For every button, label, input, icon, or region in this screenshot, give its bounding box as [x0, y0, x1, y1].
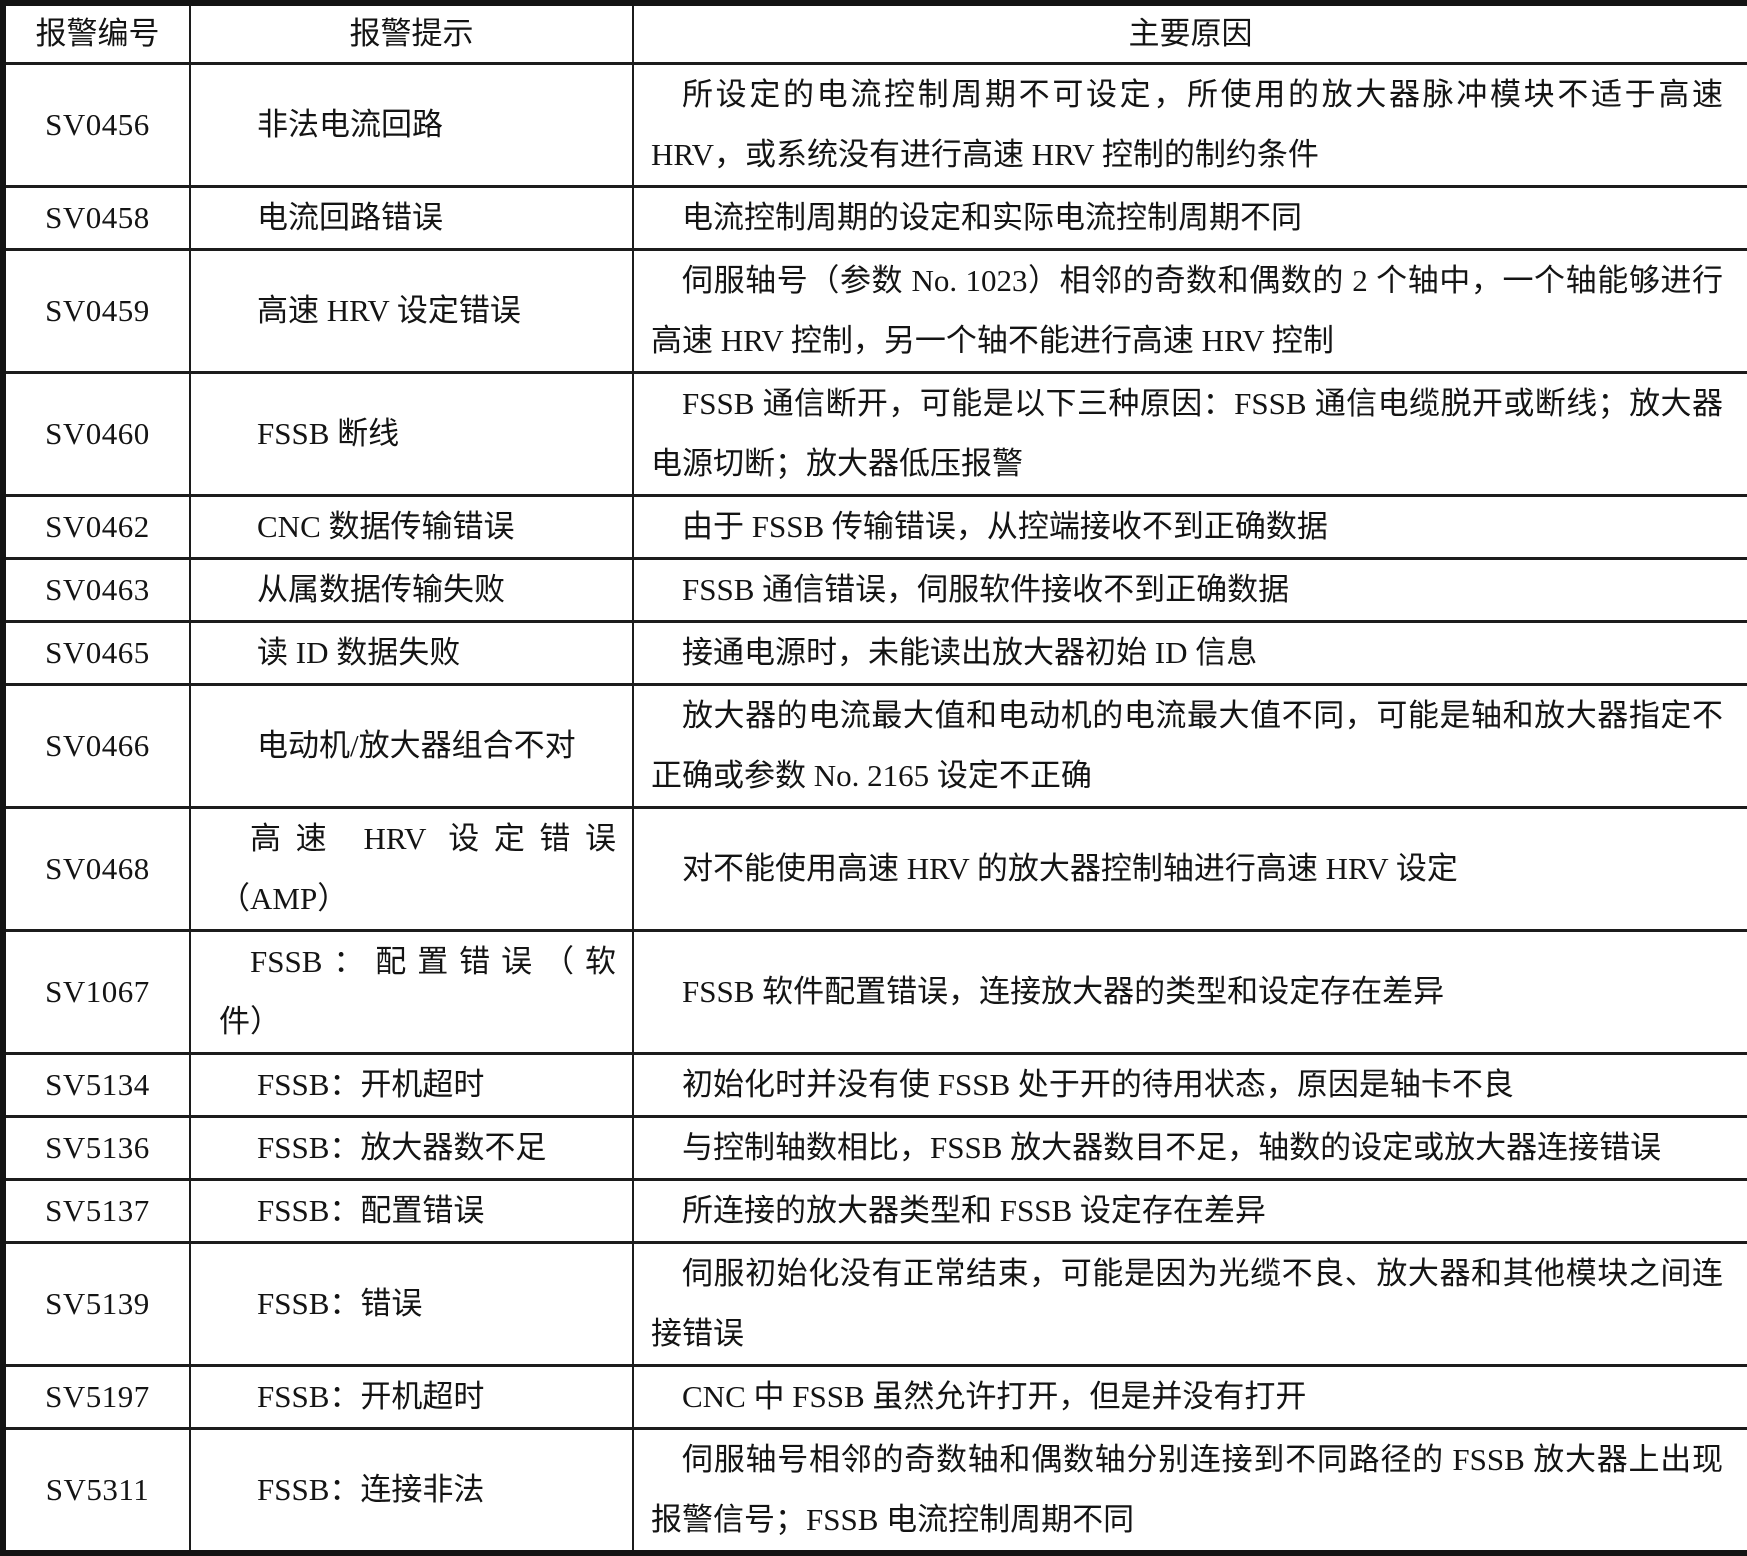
alarm-prompt-line: 件）	[219, 1004, 281, 1039]
alarm-prompt: 高速 HRV 设定错误	[189, 248, 633, 373]
table-row: SV0456 非法电流回路 所设定的电流控制周期不可设定，所使用的放大器脉冲模块不适…	[2, 62, 1747, 187]
alarm-prompt: 电动机/放大器组合不对	[189, 683, 633, 808]
table-row: SV5311 FSSB：连接非法 伺服轴号相邻的奇数轴和偶数轴分别连接到不同路径的 …	[2, 1427, 1747, 1553]
table-row: SV0465 读 ID 数据失败 接通电源时，未能读出放大器初始 ID 信息	[2, 620, 1747, 685]
alarm-cause: FSSB 软件配置错误，连接放大器的类型和设定存在差异	[632, 929, 1747, 1054]
table-row: SV5136 FSSB：放大器数不足 与控制轴数相比，FSSB 放大器数目不足，轴数…	[2, 1115, 1747, 1180]
alarm-prompt: 非法电流回路	[189, 62, 633, 187]
alarm-prompt: 电流回路错误	[189, 185, 633, 250]
alarm-cause: 伺服轴号（参数 No. 1023）相邻的奇数和偶数的 2 个轴中，一个轴能够进行…	[632, 248, 1747, 373]
alarm-code: SV5134	[2, 1052, 190, 1117]
alarm-code: SV0462	[2, 494, 190, 559]
alarm-code: SV0468	[2, 806, 190, 931]
alarm-prompt: FSSB：放大器数不足	[189, 1115, 633, 1180]
alarm-cause: 与控制轴数相比，FSSB 放大器数目不足，轴数的设定或放大器连接错误	[632, 1115, 1747, 1180]
table-row: SV0460 FSSB 断线 FSSB 通信断开，可能是以下三种原因：FSSB 通信…	[2, 371, 1747, 496]
table-row: SV1067 FSSB：配置错误（软 件） FSSB 软件配置错误，连接放大器的类型和…	[2, 929, 1747, 1054]
alarm-code: SV0458	[2, 185, 190, 250]
alarm-cause: 放大器的电流最大值和电动机的电流最大值不同，可能是轴和放大器指定不正确或参数 N…	[632, 683, 1747, 808]
alarm-cause-text: 伺服轴号（参数 No. 1023）相邻的奇数和偶数的 2 个轴中，一个轴能够进行…	[651, 263, 1723, 358]
table-row: SV0468 高速 HRV 设定错误 （AMP） 对不能使用高速 HRV 的放大器控制…	[2, 806, 1747, 931]
alarm-cause-text: 由于 FSSB 传输错误，从控端接收不到正确数据	[682, 509, 1328, 544]
alarm-prompt: FSSB 断线	[189, 371, 633, 496]
alarm-table-body: SV0456 非法电流回路 所设定的电流控制周期不可设定，所使用的放大器脉冲模块不适…	[2, 62, 1747, 1553]
alarm-prompt: FSSB：开机超时	[189, 1052, 633, 1117]
alarm-cause: 电流控制周期的设定和实际电流控制周期不同	[632, 185, 1747, 250]
table-row: SV0462 CNC 数据传输错误 由于 FSSB 传输错误，从控端接收不到正确数据	[2, 494, 1747, 559]
alarm-prompt-line: 高速 HRV 设定错误	[250, 821, 616, 856]
alarm-prompt: FSSB：错误	[189, 1241, 633, 1366]
alarm-code: SV0456	[2, 62, 190, 187]
alarm-cause: 接通电源时，未能读出放大器初始 ID 信息	[632, 620, 1747, 685]
alarm-prompt-line: FSSB：配置错误（软	[250, 944, 616, 979]
alarm-code: SV0465	[2, 620, 190, 685]
alarm-cause: 伺服轴号相邻的奇数轴和偶数轴分别连接到不同路径的 FSSB 放大器上出现报警信号…	[632, 1427, 1747, 1553]
alarm-code: SV5311	[2, 1427, 190, 1553]
alarm-code: SV1067	[2, 929, 190, 1054]
alarm-prompt: 高速 HRV 设定错误 （AMP）	[189, 806, 633, 931]
alarm-cause-text: FSSB 通信错误，伺服软件接收不到正确数据	[682, 572, 1290, 607]
header-alarm-number: 报警编号	[2, 1, 190, 64]
alarm-prompt: CNC 数据传输错误	[189, 494, 633, 559]
header-main-cause: 主要原因	[632, 1, 1747, 64]
alarm-prompt: FSSB：配置错误（软件）	[189, 929, 633, 1054]
alarm-cause-text: 伺服初始化没有正常结束，可能是因为光缆不良、放大器和其他模块之间连接错误	[651, 1256, 1723, 1351]
table-row: SV5197 FSSB：开机超时 CNC 中 FSSB 虽然允许打开，但是并没有打开	[2, 1364, 1747, 1429]
alarm-cause: 由于 FSSB 传输错误，从控端接收不到正确数据	[632, 494, 1747, 559]
header-row: 报警编号 报警提示 主要原因	[2, 1, 1747, 64]
alarm-cause-text: FSSB 通信断开，可能是以下三种原因：FSSB 通信电缆脱开或断线；放大器电源…	[651, 386, 1723, 481]
alarm-cause-text: 所连接的放大器类型和 FSSB 设定存在差异	[682, 1193, 1266, 1228]
alarm-code: SV0459	[2, 248, 190, 373]
alarm-cause: 初始化时并没有使 FSSB 处于开的待用状态，原因是轴卡不良	[632, 1052, 1747, 1117]
alarm-code: SV5137	[2, 1178, 190, 1243]
table-row: SV0459 高速 HRV 设定错误 伺服轴号（参数 No. 1023）相邻的奇数和…	[2, 248, 1747, 373]
header-alarm-prompt: 报警提示	[189, 1, 633, 64]
alarm-cause-text: 放大器的电流最大值和电动机的电流最大值不同，可能是轴和放大器指定不正确或参数 N…	[651, 698, 1723, 793]
table-row: SV5134 FSSB：开机超时 初始化时并没有使 FSSB 处于开的待用状态，原因…	[2, 1052, 1747, 1117]
table-row: SV0466 电动机/放大器组合不对 放大器的电流最大值和电动机的电流最大值不同，可…	[2, 683, 1747, 808]
alarm-cause: 所连接的放大器类型和 FSSB 设定存在差异	[632, 1178, 1747, 1243]
alarm-prompt: 从属数据传输失败	[189, 557, 633, 622]
alarm-prompt: FSSB：配置错误	[189, 1178, 633, 1243]
alarm-cause-text: 对不能使用高速 HRV 的放大器控制轴进行高速 HRV 设定	[682, 851, 1458, 886]
table-row: SV0463 从属数据传输失败 FSSB 通信错误，伺服软件接收不到正确数据	[2, 557, 1747, 622]
table-row: SV0458 电流回路错误 电流控制周期的设定和实际电流控制周期不同	[2, 185, 1747, 250]
alarm-cause: 所设定的电流控制周期不可设定，所使用的放大器脉冲模块不适于高速 HRV，或系统没…	[632, 62, 1747, 187]
alarm-cause: FSSB 通信错误，伺服软件接收不到正确数据	[632, 557, 1747, 622]
table-row: SV5139 FSSB：错误 伺服初始化没有正常结束，可能是因为光缆不良、放大器和其…	[2, 1241, 1747, 1366]
alarm-cause-text: 初始化时并没有使 FSSB 处于开的待用状态，原因是轴卡不良	[682, 1067, 1514, 1102]
alarm-code: SV0460	[2, 371, 190, 496]
alarm-cause-text: 与控制轴数相比，FSSB 放大器数目不足，轴数的设定或放大器连接错误	[682, 1130, 1662, 1165]
alarm-code: SV5136	[2, 1115, 190, 1180]
alarm-prompt: 读 ID 数据失败	[189, 620, 633, 685]
alarm-cause: 对不能使用高速 HRV 的放大器控制轴进行高速 HRV 设定	[632, 806, 1747, 931]
alarm-code: SV5197	[2, 1364, 190, 1429]
alarm-code: SV0463	[2, 557, 190, 622]
alarm-cause-text: 电流控制周期的设定和实际电流控制周期不同	[682, 200, 1302, 235]
alarm-code: SV0466	[2, 683, 190, 808]
alarm-prompt-line: （AMP）	[219, 881, 349, 916]
alarm-cause-text: 所设定的电流控制周期不可设定，所使用的放大器脉冲模块不适于高速 HRV，或系统没…	[651, 77, 1723, 172]
alarm-cause-text: 接通电源时，未能读出放大器初始 ID 信息	[682, 635, 1258, 670]
table-row: SV5137 FSSB：配置错误 所连接的放大器类型和 FSSB 设定存在差异	[2, 1178, 1747, 1243]
alarm-code: SV5139	[2, 1241, 190, 1366]
alarm-prompt: FSSB：连接非法	[189, 1427, 633, 1553]
alarm-cause: CNC 中 FSSB 虽然允许打开，但是并没有打开	[632, 1364, 1747, 1429]
alarm-prompt: FSSB：开机超时	[189, 1364, 633, 1429]
alarm-cause: 伺服初始化没有正常结束，可能是因为光缆不良、放大器和其他模块之间连接错误	[632, 1241, 1747, 1366]
alarm-cause-text: CNC 中 FSSB 虽然允许打开，但是并没有打开	[682, 1379, 1307, 1414]
alarm-cause-text: 伺服轴号相邻的奇数轴和偶数轴分别连接到不同路径的 FSSB 放大器上出现报警信号…	[651, 1442, 1723, 1537]
alarm-cause-text: FSSB 软件配置错误，连接放大器的类型和设定存在差异	[682, 974, 1445, 1009]
alarm-cause: FSSB 通信断开，可能是以下三种原因：FSSB 通信电缆脱开或断线；放大器电源…	[632, 371, 1747, 496]
